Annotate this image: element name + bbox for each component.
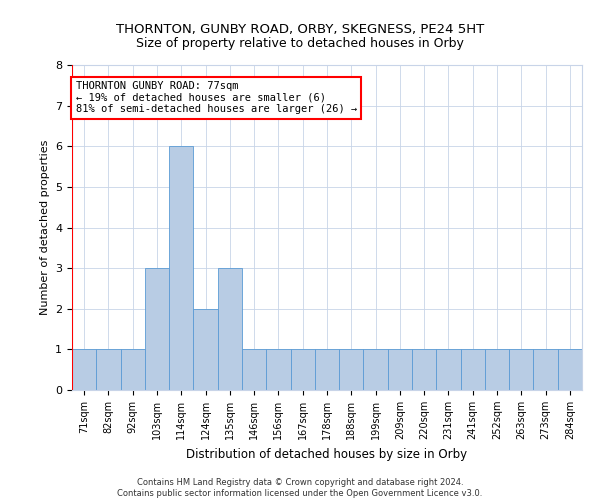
- Bar: [290, 350, 315, 390]
- Text: THORNTON GUNBY ROAD: 77sqm
← 19% of detached houses are smaller (6)
81% of semi-: THORNTON GUNBY ROAD: 77sqm ← 19% of deta…: [76, 81, 357, 114]
- Bar: [242, 350, 266, 390]
- Bar: [339, 350, 364, 390]
- Y-axis label: Number of detached properties: Number of detached properties: [40, 140, 50, 315]
- Bar: [96, 350, 121, 390]
- Bar: [485, 350, 509, 390]
- Text: Size of property relative to detached houses in Orby: Size of property relative to detached ho…: [136, 38, 464, 51]
- Bar: [266, 350, 290, 390]
- Bar: [412, 350, 436, 390]
- Text: Contains HM Land Registry data © Crown copyright and database right 2024.
Contai: Contains HM Land Registry data © Crown c…: [118, 478, 482, 498]
- Bar: [461, 350, 485, 390]
- X-axis label: Distribution of detached houses by size in Orby: Distribution of detached houses by size …: [187, 448, 467, 460]
- Bar: [315, 350, 339, 390]
- Bar: [436, 350, 461, 390]
- Bar: [364, 350, 388, 390]
- Bar: [509, 350, 533, 390]
- Bar: [388, 350, 412, 390]
- Bar: [193, 308, 218, 390]
- Text: THORNTON, GUNBY ROAD, ORBY, SKEGNESS, PE24 5HT: THORNTON, GUNBY ROAD, ORBY, SKEGNESS, PE…: [116, 22, 484, 36]
- Bar: [558, 350, 582, 390]
- Bar: [121, 350, 145, 390]
- Bar: [72, 350, 96, 390]
- Bar: [169, 146, 193, 390]
- Bar: [533, 350, 558, 390]
- Bar: [218, 268, 242, 390]
- Bar: [145, 268, 169, 390]
